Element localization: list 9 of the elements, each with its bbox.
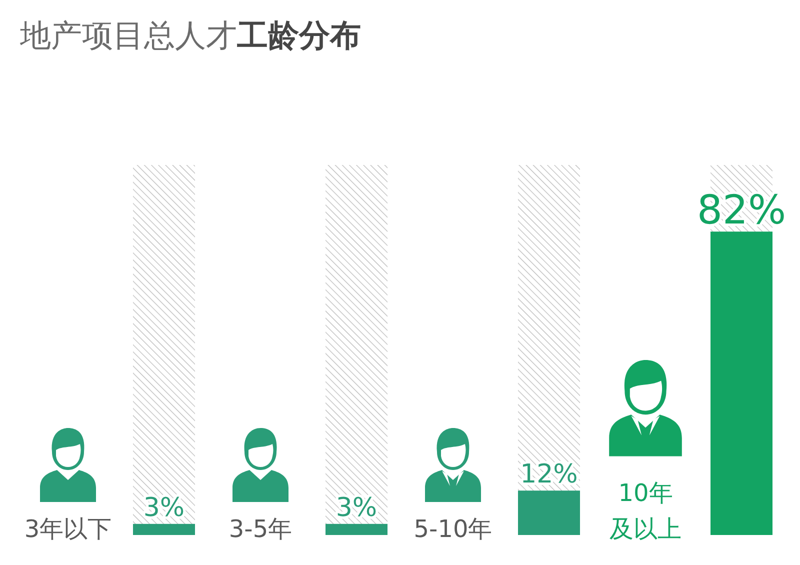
x-tick-label: 3-5年 — [228, 515, 292, 543]
data-label: 82% — [697, 188, 786, 234]
x-tick-label: 10年及以上 — [610, 479, 682, 543]
x-tick-label: 5-10年 — [414, 515, 492, 543]
data-label: 12% — [520, 460, 578, 490]
x-tick-label: 3年以下 — [24, 515, 112, 543]
data-label: 3% — [143, 492, 185, 523]
chart-title: 地产项目总人才工龄分布 — [19, 18, 361, 54]
data-label: 3% — [336, 492, 378, 523]
